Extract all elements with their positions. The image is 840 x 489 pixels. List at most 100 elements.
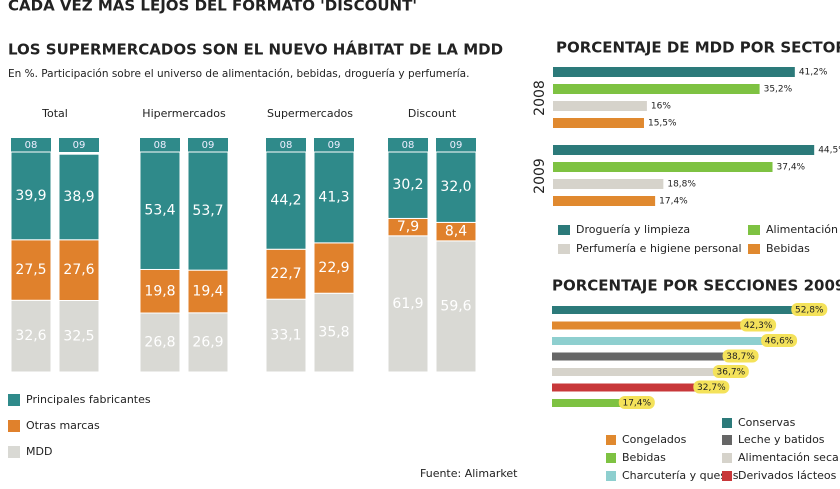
value-label: 15,5% bbox=[648, 119, 677, 129]
bar bbox=[552, 352, 741, 361]
value-label: 22,7 bbox=[270, 266, 301, 282]
bar-segment bbox=[313, 242, 355, 294]
legend-label: Otras marcas bbox=[26, 419, 100, 432]
legend-swatch bbox=[558, 244, 570, 254]
bar bbox=[553, 118, 644, 128]
bar-segment bbox=[139, 151, 181, 270]
label-burst bbox=[791, 303, 828, 316]
value-label: 61,9 bbox=[392, 296, 423, 312]
bar bbox=[553, 145, 815, 155]
value-label: 32,5 bbox=[63, 328, 94, 344]
group-label: Discount bbox=[408, 107, 457, 120]
legend-label: Principales fabricantes bbox=[26, 393, 151, 406]
legend-swatch bbox=[722, 435, 732, 445]
source: Fuente: Alimarket bbox=[420, 467, 518, 480]
legend-label: Alimentación seca bbox=[738, 451, 839, 464]
bar bbox=[553, 196, 656, 206]
legend-label: Charcutería y quesos bbox=[622, 469, 739, 482]
legend-swatch bbox=[722, 471, 732, 481]
bar-cap bbox=[388, 138, 428, 152]
legend-swatch bbox=[748, 244, 760, 254]
legend-label: Perfumería e higiene personal bbox=[576, 242, 742, 255]
value-label: 30,2 bbox=[392, 177, 423, 193]
bar-cap bbox=[266, 138, 306, 152]
value-label: 38,9 bbox=[63, 189, 94, 205]
value-label: 59,6 bbox=[440, 298, 471, 314]
label-burst bbox=[618, 396, 655, 409]
value-label: 52,8% bbox=[795, 306, 824, 316]
value-label: 17,4% bbox=[659, 197, 688, 207]
legend-swatch bbox=[722, 453, 732, 463]
bar-category: 09 bbox=[73, 140, 86, 151]
label-burst bbox=[722, 349, 759, 363]
legend-label: Leche y batidos bbox=[738, 433, 825, 446]
bar bbox=[552, 368, 731, 376]
bar-cap bbox=[436, 138, 476, 152]
bar bbox=[553, 162, 773, 172]
legend-label: MDD bbox=[26, 445, 52, 458]
value-label: 22,9 bbox=[318, 260, 349, 276]
year-label: 2009 bbox=[532, 158, 548, 194]
value-label: 53,4 bbox=[144, 203, 175, 219]
value-label: 26,9 bbox=[192, 334, 223, 350]
group-label: Supermercados bbox=[267, 107, 353, 120]
value-label: 38,7% bbox=[726, 352, 755, 362]
bar bbox=[552, 337, 780, 345]
value-label: 36,7% bbox=[717, 368, 746, 378]
legend-label: Alimentación bbox=[766, 223, 838, 236]
value-label: 41,2% bbox=[799, 68, 828, 78]
bar-segment bbox=[435, 151, 477, 223]
page-title: CADA VEZ MÁS LEJOS DEL FORMATO 'DISCOUNT… bbox=[8, 0, 417, 15]
bar-cap bbox=[188, 138, 228, 152]
value-label: 19,4 bbox=[192, 283, 223, 299]
value-label: 44,5% bbox=[818, 146, 840, 156]
value-label: 27,5 bbox=[15, 262, 46, 278]
chart-subtitle: En %. Participación sobre el universo de… bbox=[8, 68, 469, 80]
bar-segment bbox=[187, 269, 229, 314]
bar bbox=[552, 383, 712, 392]
bar bbox=[553, 179, 664, 189]
value-label: 26,8 bbox=[144, 335, 175, 351]
bar-cap bbox=[11, 138, 51, 152]
value-label: 41,3 bbox=[318, 189, 349, 205]
chart-title: LOS SUPERMERCADOS SON EL NUEVO HÁBITAT D… bbox=[8, 40, 503, 59]
value-label: 44,2 bbox=[270, 193, 301, 209]
bar-segment bbox=[139, 312, 181, 373]
value-label: 8,4 bbox=[445, 224, 467, 240]
bar-segment bbox=[435, 240, 477, 373]
legend-swatch bbox=[748, 225, 760, 235]
year-label: 2008 bbox=[532, 80, 548, 116]
value-label: 33,1 bbox=[270, 328, 301, 344]
value-label: 35,2% bbox=[764, 85, 793, 95]
bar-cap bbox=[59, 138, 99, 152]
bar-category: 08 bbox=[280, 140, 293, 151]
legend-label: Conservas bbox=[738, 416, 796, 429]
bar-category: 08 bbox=[402, 140, 415, 151]
legend-swatch bbox=[606, 471, 616, 481]
bar-category: 09 bbox=[202, 140, 215, 151]
value-label: 19,8 bbox=[144, 283, 175, 299]
bar-segment bbox=[139, 268, 181, 314]
legend-swatch bbox=[8, 446, 20, 458]
legend-swatch bbox=[606, 435, 616, 445]
bar-cap bbox=[140, 138, 180, 152]
legend-swatch bbox=[722, 418, 732, 428]
bar-segment bbox=[313, 292, 355, 373]
value-label: 18,8% bbox=[667, 180, 696, 190]
bar bbox=[552, 321, 759, 330]
bar-segment bbox=[313, 151, 355, 244]
value-label: 32,0 bbox=[440, 179, 471, 195]
group-label: Total bbox=[41, 107, 68, 120]
bar-category: 08 bbox=[154, 140, 167, 151]
bar bbox=[552, 399, 637, 407]
label-burst bbox=[740, 318, 777, 332]
value-label: 46,6% bbox=[765, 337, 794, 347]
bar-segment bbox=[10, 299, 52, 373]
label-burst bbox=[761, 334, 798, 347]
legend-label: Derivados lácteos bbox=[738, 469, 837, 482]
bar bbox=[553, 84, 760, 94]
chart-title: PORCENTAJE DE MDD POR SECTORES bbox=[556, 39, 840, 57]
legend-swatch bbox=[606, 453, 616, 463]
legend-swatch bbox=[8, 420, 20, 432]
